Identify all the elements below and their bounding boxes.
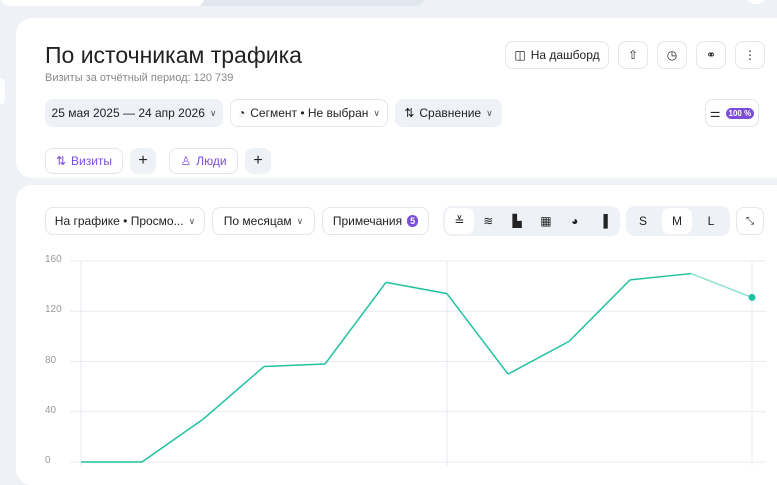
- dashboard-icon: ◫: [514, 48, 526, 62]
- series-line-segment: [568, 279, 631, 342]
- segment-select[interactable]: ◔ Сегмент • Не выбран ∨: [230, 99, 388, 127]
- page-title: По источникам трафика: [45, 42, 302, 68]
- y-tick-label: 0: [45, 455, 51, 466]
- y-tick-label: 40: [45, 404, 57, 416]
- sidebar-toggle[interactable]: [0, 78, 5, 105]
- on-chart-select[interactable]: На графике • Просмо... ∨: [45, 207, 205, 235]
- collapse-icon: ⤡: [746, 215, 754, 227]
- chart-type-switch: ≚ ≋ ▙ ▦ ◕ ▐: [443, 206, 620, 236]
- segment-icon: ◔: [238, 106, 246, 120]
- series-line-segment: [202, 365, 265, 420]
- people-button[interactable]: ♙ Люди: [169, 148, 238, 174]
- column-chart-icon[interactable]: ▐: [599, 214, 608, 228]
- date-range-select[interactable]: 25 мая 2025 — 24 апр 2026 ∨: [45, 99, 223, 127]
- add-metric-button[interactable]: +: [130, 148, 156, 174]
- settings-sliders-icon: ⚌: [709, 106, 721, 120]
- data-point: [748, 293, 756, 301]
- more-button[interactable]: ⋮: [735, 41, 765, 69]
- series-line-segment: [324, 281, 387, 365]
- chevron-down-icon: ∨: [188, 215, 196, 226]
- pie-chart-icon[interactable]: ◕: [571, 214, 579, 228]
- bar-chart-icon[interactable]: ▙: [512, 214, 522, 228]
- stacked-area-icon[interactable]: ≋: [483, 214, 494, 228]
- grouping-select[interactable]: По месяцам ∨: [212, 207, 315, 235]
- metric-visits-button[interactable]: ⇅ Визиты: [45, 148, 123, 174]
- line-chart-icon[interactable]: ≚: [445, 208, 474, 234]
- size-switch: S M L: [626, 206, 730, 236]
- tab-inactive[interactable]: [195, 0, 425, 6]
- size-l[interactable]: L: [707, 214, 715, 228]
- series-line-segment: [507, 340, 570, 375]
- series-line-segment: [629, 272, 692, 281]
- upload-icon: ⇧: [627, 48, 639, 62]
- stacked-bar-icon[interactable]: ▦: [540, 214, 552, 228]
- add-to-dashboard-button[interactable]: ◫ На дашборд: [505, 41, 609, 69]
- size-m[interactable]: M: [662, 208, 692, 234]
- sampling-button[interactable]: ⚌ 100 %: [705, 99, 759, 127]
- add-grouping-button[interactable]: +: [245, 148, 271, 174]
- series-line-segment: [385, 281, 448, 295]
- export-button[interactable]: ⇧: [618, 41, 648, 69]
- series-line-segment: [446, 293, 509, 375]
- link-icon: ⚭: [705, 48, 717, 62]
- chevron-down-icon: ∨: [373, 107, 380, 118]
- person-icon: ♙: [180, 154, 192, 168]
- more-vertical-icon: ⋮: [744, 48, 756, 62]
- series-line-segment: [690, 272, 753, 299]
- chevron-down-icon: ∨: [209, 107, 217, 118]
- series-line-segment: [263, 363, 326, 368]
- comparison-select[interactable]: ⇅ Сравнение ∨: [395, 99, 502, 127]
- y-tick-label: 160: [45, 254, 62, 265]
- link-button[interactable]: ⚭: [696, 41, 726, 69]
- history-button[interactable]: ◷: [657, 41, 687, 69]
- compare-icon: ⇅: [404, 106, 415, 120]
- notes-button[interactable]: Примечания 5: [322, 207, 429, 235]
- clock-icon: ◷: [666, 48, 678, 62]
- compare-icon: ⇅: [55, 154, 66, 168]
- chart-card: На графике • Просмо... ∨ По месяцам ∨ Прим…: [16, 185, 777, 485]
- page-subtitle: Визиты за отчётный период: 120 739: [45, 72, 234, 84]
- collapse-button[interactable]: ⤡: [736, 207, 764, 235]
- line-chart: [70, 260, 766, 466]
- series-line-segment: [141, 418, 204, 463]
- chevron-down-icon: ∨: [486, 107, 493, 118]
- report-header-card: По источникам трафика Визиты за отчётный…: [16, 18, 777, 178]
- size-s[interactable]: S: [638, 214, 647, 228]
- tab-active[interactable]: [0, 0, 205, 6]
- chevron-down-icon: ∨: [296, 215, 304, 226]
- top-button[interactable]: [745, 0, 767, 4]
- y-tick-label: 80: [45, 354, 57, 366]
- y-tick-label: 120: [45, 304, 62, 316]
